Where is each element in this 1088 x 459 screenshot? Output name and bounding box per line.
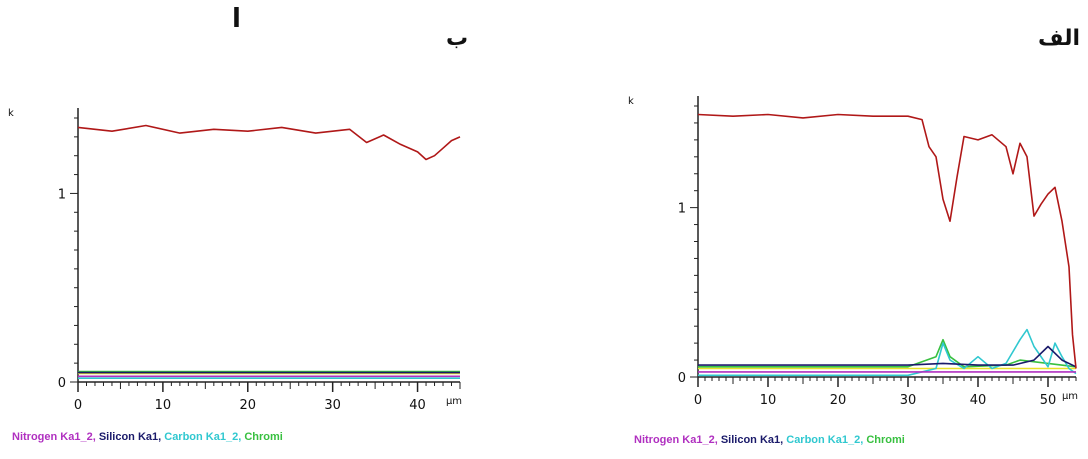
- legend-carbon: Carbon Ka1_2: [164, 431, 239, 443]
- y-axis-label: k: [8, 108, 14, 119]
- series-line: [698, 345, 1077, 368]
- legend-chromi: Chromi: [866, 434, 905, 446]
- x-tick-label: 40: [409, 398, 426, 413]
- x-tick-label: 0: [694, 393, 702, 408]
- legend-silicon: Silicon Ka1: [720, 434, 781, 446]
- series-line: [697, 113, 1077, 369]
- panel-label-be: ب: [446, 26, 469, 51]
- chart-left: 0 1 k 0 10 20 30 40 µm: [8, 108, 462, 413]
- y-tick-label: 1: [678, 202, 686, 217]
- legend-left: Nitrogen Ka1_2, Silicon Ka1, Carbon Ka1_…: [12, 431, 283, 443]
- x-tick-label: 20: [830, 393, 847, 408]
- x-tick-label: 0: [74, 398, 82, 413]
- y-tick-label: 0: [58, 376, 66, 391]
- legend-right: Nitrogen Ka1_2, Silicon Ka1, Carbon Ka1_…: [634, 434, 905, 446]
- y-axis-label: k: [628, 96, 634, 107]
- panel-label-top: ا: [232, 4, 241, 34]
- y-tick-label: 1: [58, 187, 66, 202]
- y-tick-label: 0: [678, 371, 686, 386]
- x-tick-label: 20: [240, 398, 257, 413]
- legend-carbon: Carbon Ka1_2: [786, 434, 861, 446]
- panel-label-alef: الف: [1038, 26, 1081, 51]
- x-axis-label: µm: [1062, 391, 1078, 402]
- legend-chromi: Chromi: [244, 431, 283, 443]
- chart-right: 0 1 k 0 10 20 30 40 50 µm: [628, 96, 1078, 408]
- x-tick-label: 40: [970, 393, 987, 408]
- legend-nitrogen: Nitrogen Ka1_2: [12, 431, 93, 443]
- x-tick-label: 30: [900, 393, 917, 408]
- x-axis-label: µm: [446, 396, 462, 407]
- series-line: [698, 328, 1077, 377]
- x-tick-label: 30: [324, 398, 341, 413]
- x-tick-label: 50: [1040, 393, 1057, 408]
- series-line: [77, 124, 461, 161]
- series-line: [698, 338, 1077, 368]
- legend-nitrogen: Nitrogen Ka1_2: [634, 434, 715, 446]
- x-tick-label: 10: [760, 393, 777, 408]
- legend-silicon: Silicon Ka1: [98, 431, 159, 443]
- x-tick-label: 10: [155, 398, 172, 413]
